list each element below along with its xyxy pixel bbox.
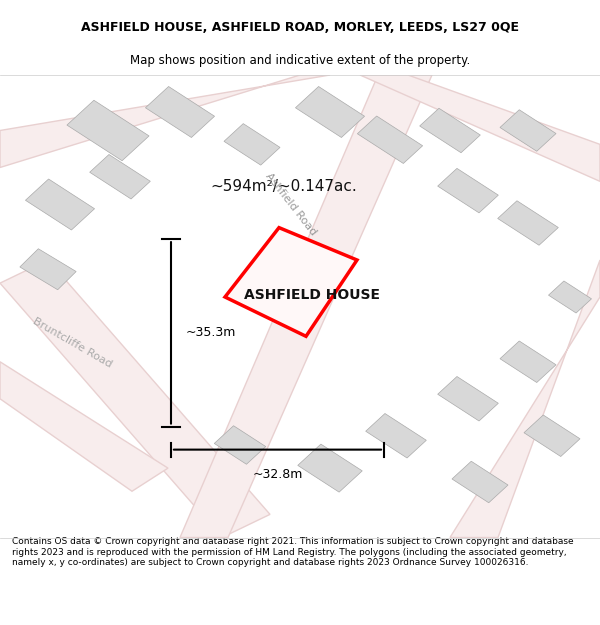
Text: ASHFIELD HOUSE: ASHFIELD HOUSE xyxy=(244,288,380,302)
Text: Ashfield Road: Ashfield Road xyxy=(263,171,319,238)
Bar xyxy=(358,116,422,164)
Bar xyxy=(437,376,499,421)
Bar xyxy=(365,414,427,458)
Bar xyxy=(224,124,280,165)
Bar xyxy=(89,154,151,199)
Text: ~594m²/~0.147ac.: ~594m²/~0.147ac. xyxy=(210,179,357,194)
Text: Bruntcliffe Road: Bruntcliffe Road xyxy=(31,316,113,370)
Polygon shape xyxy=(0,362,168,491)
Bar xyxy=(500,341,556,382)
Polygon shape xyxy=(180,75,432,538)
Polygon shape xyxy=(0,75,330,168)
Bar xyxy=(145,86,215,138)
Bar xyxy=(437,168,499,213)
Polygon shape xyxy=(240,239,345,321)
Text: ~32.8m: ~32.8m xyxy=(253,468,302,481)
Polygon shape xyxy=(450,260,600,538)
Bar xyxy=(295,86,365,138)
Text: ~35.3m: ~35.3m xyxy=(186,326,236,339)
Text: Contains OS data © Crown copyright and database right 2021. This information is : Contains OS data © Crown copyright and d… xyxy=(12,538,574,568)
Text: Map shows position and indicative extent of the property.: Map shows position and indicative extent… xyxy=(130,54,470,67)
Bar xyxy=(20,249,76,290)
Bar xyxy=(419,108,481,152)
Polygon shape xyxy=(0,260,270,538)
Text: ASHFIELD HOUSE, ASHFIELD ROAD, MORLEY, LEEDS, LS27 0QE: ASHFIELD HOUSE, ASHFIELD ROAD, MORLEY, L… xyxy=(81,21,519,34)
Bar xyxy=(298,444,362,492)
Bar xyxy=(524,415,580,456)
Bar xyxy=(214,426,266,464)
Bar xyxy=(500,110,556,151)
Bar xyxy=(67,100,149,161)
Polygon shape xyxy=(360,75,600,181)
Polygon shape xyxy=(225,228,357,336)
Bar xyxy=(452,461,508,503)
Bar xyxy=(497,201,559,245)
Bar xyxy=(25,179,95,230)
Bar xyxy=(548,281,592,313)
